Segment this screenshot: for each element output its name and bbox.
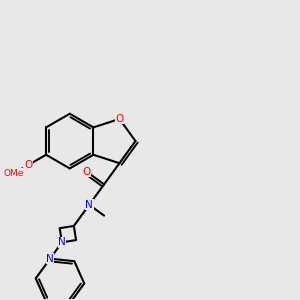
Text: O: O <box>24 160 32 170</box>
Text: O: O <box>115 114 124 124</box>
Text: N: N <box>85 200 93 210</box>
Text: N: N <box>58 237 66 247</box>
Text: N: N <box>46 254 54 264</box>
Text: O: O <box>82 167 91 177</box>
Text: OMe: OMe <box>4 169 24 178</box>
